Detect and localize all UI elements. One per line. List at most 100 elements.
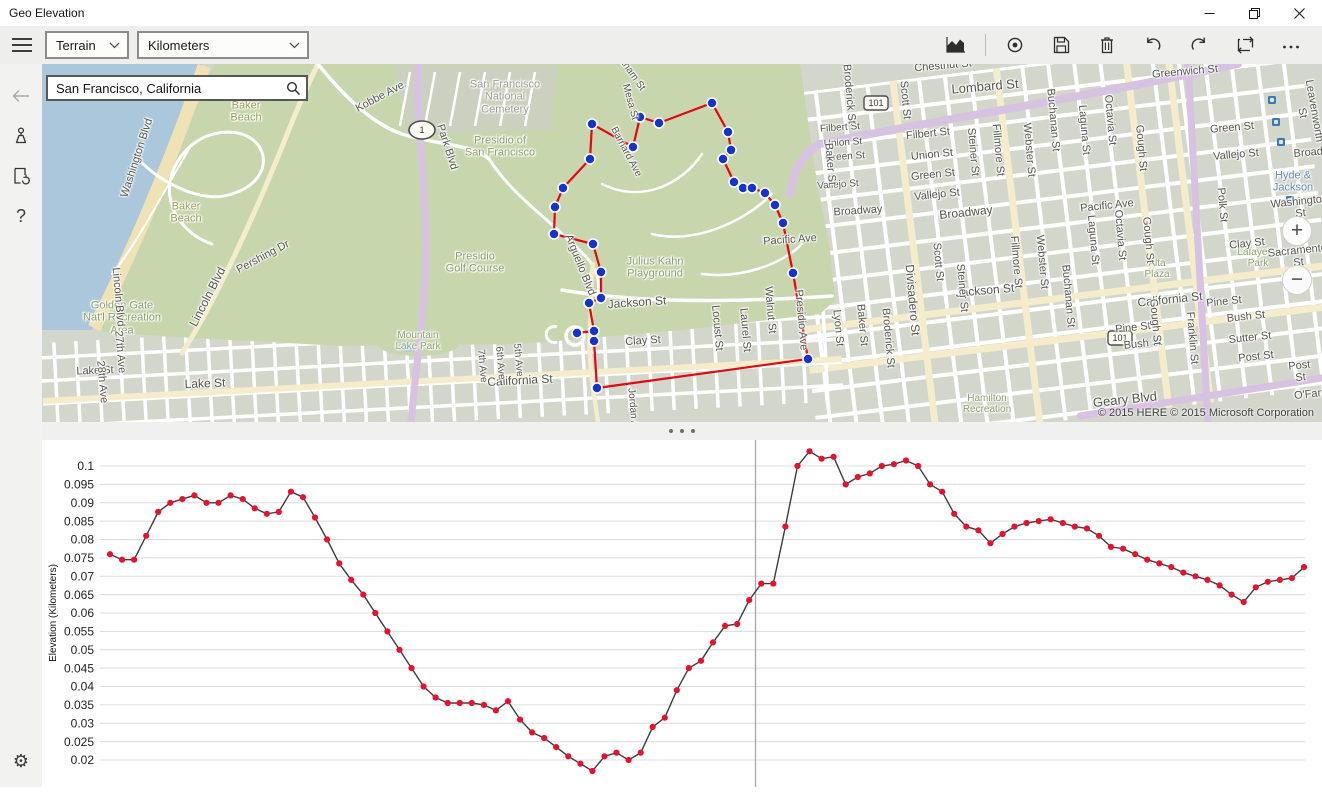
route-waypoint[interactable] [596, 267, 606, 277]
elevation-point[interactable] [408, 665, 414, 671]
elevation-point[interactable] [806, 448, 812, 454]
hamburger-menu-button[interactable] [12, 38, 32, 52]
elevation-point[interactable] [1204, 577, 1210, 583]
save-button[interactable] [1038, 30, 1084, 60]
elevation-point[interactable] [1060, 520, 1066, 526]
elevation-point[interactable] [203, 500, 209, 506]
elevation-point[interactable] [855, 474, 861, 480]
elevation-point[interactable] [1229, 592, 1235, 598]
elevation-point[interactable] [1277, 577, 1283, 583]
route-waypoint[interactable] [635, 112, 645, 122]
elevation-point[interactable] [710, 639, 716, 645]
route-waypoint[interactable] [558, 183, 568, 193]
redo-button[interactable] [1176, 30, 1222, 60]
elevation-point[interactable] [903, 457, 909, 463]
elevation-point[interactable] [843, 481, 849, 487]
route-waypoint[interactable] [726, 145, 736, 155]
route-waypoint[interactable] [587, 119, 597, 129]
elevation-point[interactable] [553, 744, 559, 750]
elevation-point[interactable] [300, 494, 306, 500]
elevation-point[interactable] [481, 702, 487, 708]
route-waypoint[interactable] [589, 326, 599, 336]
search-box[interactable] [46, 75, 308, 101]
elevation-point[interactable] [1265, 579, 1271, 585]
elevation-point[interactable] [1096, 533, 1102, 539]
back-button[interactable] [0, 76, 42, 116]
elevation-point[interactable] [1120, 546, 1126, 552]
elevation-point[interactable] [1144, 557, 1150, 563]
elevation-point[interactable] [770, 581, 776, 587]
route-waypoint[interactable] [588, 239, 598, 249]
close-button[interactable] [1277, 0, 1322, 26]
minimize-button[interactable] [1187, 0, 1232, 26]
elevation-point[interactable] [1011, 524, 1017, 530]
elevation-point[interactable] [529, 729, 535, 735]
elevation-point[interactable] [228, 492, 234, 498]
elevation-point[interactable] [312, 514, 318, 520]
elevation-point[interactable] [264, 511, 270, 517]
elevation-point[interactable] [831, 454, 837, 460]
elevation-point[interactable] [1036, 518, 1042, 524]
elevation-point[interactable] [167, 500, 173, 506]
elevation-point[interactable] [252, 505, 258, 511]
elevation-point[interactable] [191, 492, 197, 498]
elevation-point[interactable] [1192, 573, 1198, 579]
record-location-button[interactable] [992, 30, 1038, 60]
elevation-point[interactable] [867, 470, 873, 476]
route-waypoint[interactable] [592, 383, 602, 393]
elevation-point[interactable] [565, 753, 571, 759]
elevation-point[interactable] [384, 628, 390, 634]
route-waypoint[interactable] [585, 154, 595, 164]
elevation-point[interactable] [1072, 524, 1078, 530]
elevation-point[interactable] [143, 533, 149, 539]
elevation-point[interactable] [951, 511, 957, 517]
elevation-point[interactable] [493, 707, 499, 713]
elevation-point[interactable] [517, 717, 523, 723]
settings-button[interactable]: ⚙ [0, 741, 42, 781]
elevation-point[interactable] [1156, 560, 1162, 566]
zoom-out-button[interactable]: − [1282, 265, 1312, 295]
search-input[interactable] [48, 81, 280, 96]
route-waypoint[interactable] [803, 354, 813, 364]
waypoint-pin-button[interactable] [0, 116, 42, 156]
route-waypoint[interactable] [760, 188, 770, 198]
elevation-point[interactable] [662, 715, 668, 721]
search-icon[interactable] [280, 81, 306, 96]
elevation-point[interactable] [939, 489, 945, 495]
elevation-point[interactable] [421, 683, 427, 689]
resize-button[interactable] [1222, 30, 1268, 60]
elevation-point[interactable] [1217, 582, 1223, 588]
elevation-point[interactable] [541, 735, 547, 741]
elevation-point[interactable] [613, 750, 619, 756]
elevation-point[interactable] [457, 700, 463, 706]
elevation-point[interactable] [107, 551, 113, 557]
route-waypoint[interactable] [778, 218, 788, 228]
elevation-point[interactable] [360, 592, 366, 598]
elevation-point[interactable] [758, 581, 764, 587]
route-waypoint[interactable] [770, 200, 780, 210]
elevation-point[interactable] [1241, 599, 1247, 605]
elevation-point[interactable] [722, 623, 728, 629]
elevation-point[interactable] [445, 700, 451, 706]
elevation-point[interactable] [577, 761, 583, 767]
elevation-point[interactable] [324, 536, 330, 542]
elevation-point[interactable] [782, 524, 788, 530]
elevation-point[interactable] [372, 610, 378, 616]
elevation-point[interactable] [638, 750, 644, 756]
elevation-point[interactable] [1048, 516, 1054, 522]
elevation-point[interactable] [1132, 551, 1138, 557]
route-waypoint[interactable] [628, 142, 638, 152]
elevation-point[interactable] [927, 481, 933, 487]
route-waypoint[interactable] [747, 183, 757, 193]
elevation-point[interactable] [1180, 570, 1186, 576]
route-waypoint[interactable] [550, 202, 560, 212]
route-waypoint[interactable] [718, 154, 728, 164]
elevation-point[interactable] [601, 753, 607, 759]
route-waypoint[interactable] [589, 336, 599, 346]
route-waypoint[interactable] [723, 127, 733, 137]
elevation-point[interactable] [119, 557, 125, 563]
route-waypoint[interactable] [654, 118, 664, 128]
elevation-point[interactable] [794, 463, 800, 469]
elevation-point[interactable] [179, 496, 185, 502]
